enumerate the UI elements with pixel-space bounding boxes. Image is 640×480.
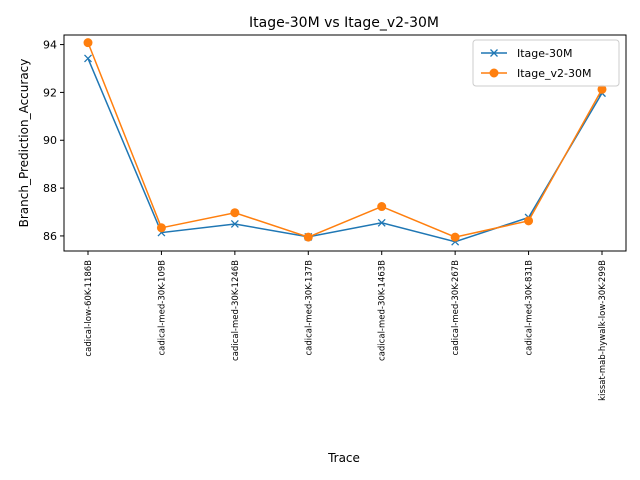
series-2 (83, 38, 607, 242)
data-point (156, 223, 166, 233)
x-tick-label: cadical-med-30K-267B (451, 260, 461, 356)
x-tick-label: cadical-med-30K-1463B (378, 260, 388, 361)
plot-frame (63, 34, 627, 252)
legend-box (472, 39, 620, 87)
y-tick-label: 90 (43, 134, 57, 147)
y-tick-label: 88 (43, 182, 57, 195)
y-axis-label: Branch_Prediction_Accuracy (17, 59, 31, 228)
data-point (83, 38, 93, 48)
data-point (230, 208, 240, 218)
data-point (524, 216, 534, 226)
x-tick-label: cadical-med-30K-1246B (231, 260, 241, 361)
y-axis: 86 88 90 92 94 (43, 39, 64, 243)
data-point (84, 54, 92, 63)
data-point (450, 232, 460, 242)
series-line (87, 42, 603, 238)
legend-label: Itage-30M (517, 47, 573, 60)
x-axis-label: Trace (327, 451, 360, 465)
data-point (377, 202, 387, 212)
x-tick-label: cadical-med-30K-137B (304, 260, 314, 356)
x-tick-label: cadical-med-30K-109B (157, 260, 167, 356)
legend-swatch-marker (490, 49, 498, 57)
legend-swatch-marker (489, 68, 499, 78)
plot-area (83, 38, 607, 246)
y-tick-label: 92 (43, 86, 57, 99)
x-axis: cadical-low-60K-1186B cadical-med-30K-109… (84, 251, 608, 401)
y-tick-label: 86 (43, 230, 57, 243)
data-point (377, 218, 386, 227)
x-tick-label: cadical-low-60K-1186B (84, 260, 94, 357)
series-line (87, 58, 603, 243)
chart-title: Itage-30M vs Itage_v2-30M (249, 15, 439, 31)
legend-label: Itage_v2-30M (517, 67, 592, 80)
x-tick-label: kissat-mab-hywalk-low-30K-299B (598, 260, 608, 401)
data-point (230, 220, 239, 228)
y-tick-label: 94 (43, 39, 57, 52)
data-point (303, 232, 313, 242)
x-tick-label: cadical-med-30K-831B (525, 260, 535, 356)
legend: Itage-30M Itage_v2-30M (472, 39, 620, 87)
